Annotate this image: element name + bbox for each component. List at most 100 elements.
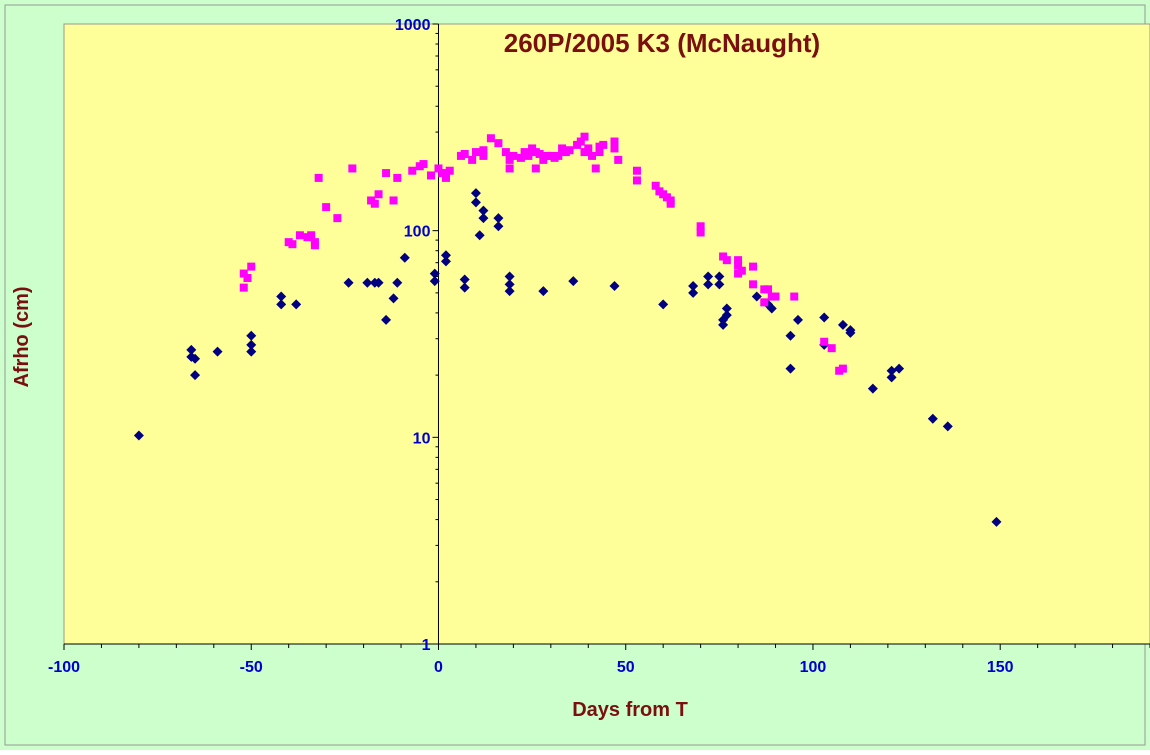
data-point-diamond [212, 346, 223, 357]
data-point-diamond [478, 205, 489, 216]
data-point-square [445, 166, 454, 175]
x-tick-label: 100 [800, 659, 827, 676]
data-point-diamond [493, 221, 504, 232]
data-point-diamond [470, 197, 481, 208]
data-point-square [734, 256, 743, 265]
data-point-diamond [886, 372, 897, 383]
data-point-diamond [399, 252, 410, 263]
data-point-square [393, 173, 402, 182]
data-point-square [749, 280, 758, 289]
x-tick-label: 50 [617, 659, 635, 676]
series-1 [133, 188, 1002, 527]
data-point-square [764, 285, 773, 294]
data-point-square [632, 166, 641, 175]
data-point-square [374, 190, 383, 199]
data-point-diamond [276, 291, 287, 302]
data-point-square [247, 262, 256, 271]
data-point-diamond [186, 344, 197, 355]
data-point-diamond [751, 291, 762, 302]
data-point-diamond [819, 312, 830, 323]
data-point-diamond [568, 276, 579, 287]
data-point-square [584, 144, 593, 153]
data-point-square [307, 231, 316, 240]
data-point-square [333, 214, 342, 223]
data-point-square [632, 176, 641, 185]
data-point-square [838, 364, 847, 373]
plot-area [63, 23, 1150, 645]
y-tick-label: 100 [404, 224, 431, 241]
data-point-square [322, 203, 331, 212]
data-point-square [696, 228, 705, 237]
axes-layer: 1 10 100 1000 -100 -50 0 50 100 150 [48, 17, 1150, 676]
data-point-diamond [927, 413, 938, 424]
y-tick-label: 1000 [395, 17, 431, 34]
data-point-diamond [845, 327, 856, 338]
data-point-square [494, 139, 503, 148]
y-tick-label: 1 [422, 637, 431, 654]
data-point-diamond [886, 365, 897, 376]
data-point-square [408, 166, 417, 175]
x-tick-label: -50 [240, 659, 263, 676]
data-point-diamond [246, 346, 257, 357]
data-point-diamond [721, 310, 732, 321]
data-point-square [565, 146, 574, 155]
data-point-diamond [190, 353, 201, 364]
chart-title: 260P/2005 K3 (McNaught) [504, 28, 820, 58]
data-point-diamond [714, 271, 725, 282]
data-point-square [501, 148, 510, 157]
data-point-diamond [478, 213, 489, 224]
data-point-diamond [703, 279, 714, 290]
data-point-square [610, 137, 619, 146]
data-point-diamond [190, 370, 201, 381]
data-point-square [295, 231, 304, 240]
data-point-square [348, 164, 357, 173]
data-point-diamond [766, 303, 777, 314]
data-point-square [314, 173, 323, 182]
data-point-square [288, 240, 297, 249]
data-point-square [239, 283, 248, 292]
data-point-diamond [474, 230, 485, 241]
data-point-diamond [867, 383, 878, 394]
data-point-diamond [373, 277, 384, 288]
data-point-square [696, 222, 705, 231]
data-point-square [370, 199, 379, 208]
data-point-diamond [388, 293, 399, 304]
y-axis-title: Afrho (cm) [11, 286, 33, 387]
data-point-diamond [894, 363, 905, 374]
data-point-square [460, 149, 469, 158]
data-point-square [438, 169, 447, 178]
data-point-square [722, 256, 731, 265]
data-point-diamond [688, 287, 699, 298]
data-point-square [509, 151, 518, 160]
data-point-diamond [609, 280, 620, 291]
data-point-diamond [504, 286, 515, 297]
data-point-diamond [785, 363, 796, 374]
data-point-square [419, 160, 428, 169]
data-point-square [599, 140, 608, 149]
data-point-diamond [718, 319, 729, 330]
data-point-diamond [343, 277, 354, 288]
data-point-square [239, 269, 248, 278]
data-point-square [576, 137, 585, 146]
x-axis-title: Days from T [572, 699, 688, 721]
data-point-square [310, 241, 319, 250]
data-point-diamond [493, 213, 504, 224]
data-point-diamond [504, 271, 515, 282]
data-point-diamond [291, 299, 302, 310]
data-point-square [749, 262, 758, 271]
data-point-diamond [246, 339, 257, 350]
data-point-square [535, 149, 544, 158]
data-point-diamond [714, 279, 725, 290]
data-point-square [505, 164, 514, 173]
data-point-diamond [362, 277, 373, 288]
data-point-square [468, 155, 477, 164]
data-point-square [426, 171, 435, 180]
data-point-square [580, 132, 589, 141]
data-point-square [820, 337, 829, 346]
data-point-square [479, 151, 488, 160]
y-tick-label: 10 [413, 430, 431, 447]
data-point-diamond [688, 280, 699, 291]
data-point-square [479, 146, 488, 155]
data-point-diamond [429, 276, 440, 287]
data-point-diamond [785, 330, 796, 341]
